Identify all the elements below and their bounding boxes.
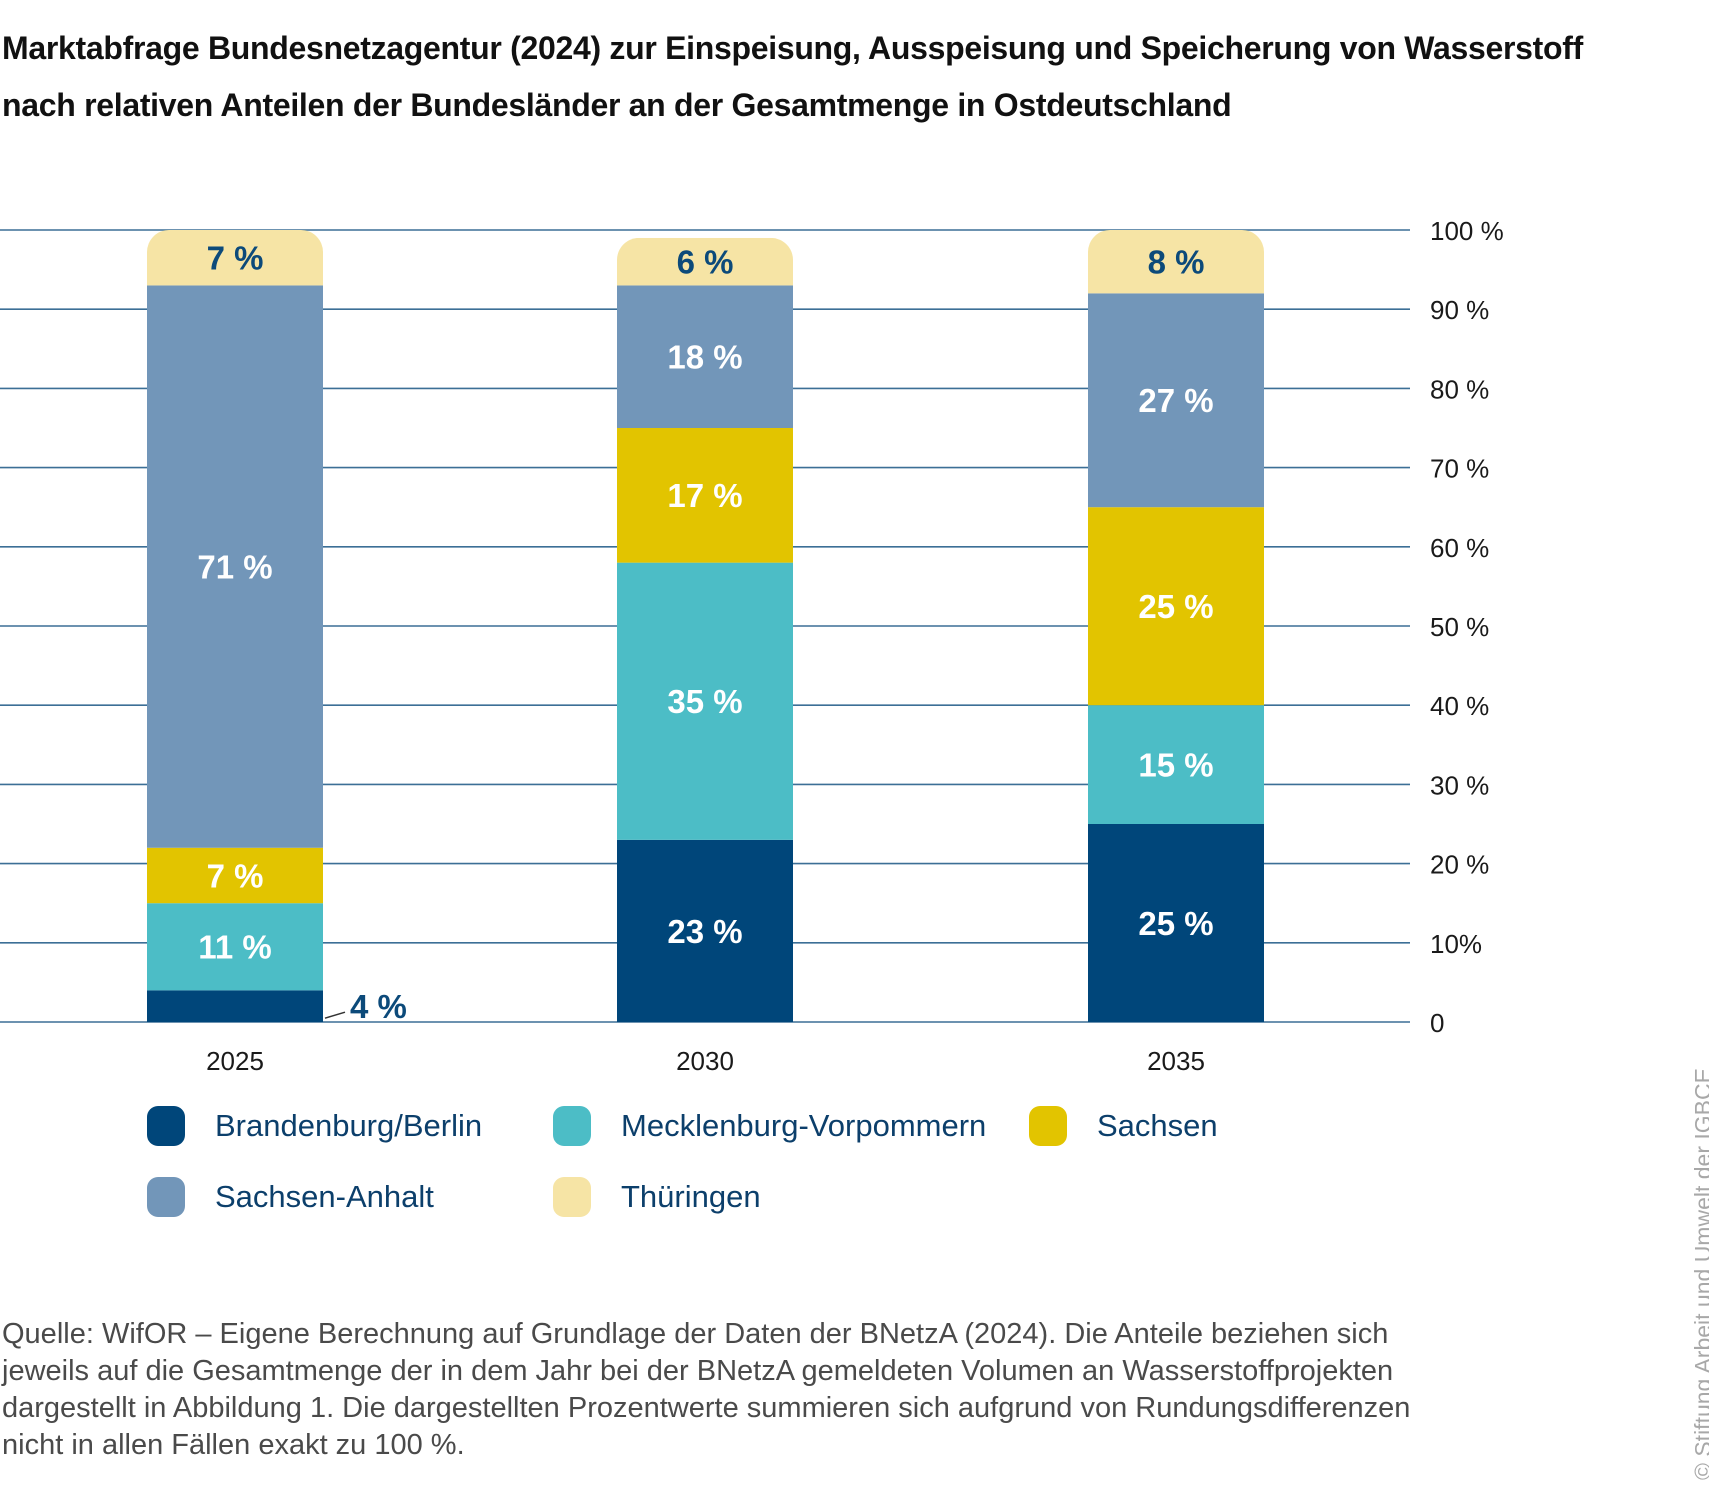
data-label: 8 % xyxy=(1148,244,1205,281)
chart-title: Marktabfrage Bundesnetzagentur (2024) zu… xyxy=(2,20,1702,134)
data-label: 17 % xyxy=(667,477,742,514)
source-line: dargestellt in Abbildung 1. Die dargeste… xyxy=(2,1392,1411,1424)
y-tick-label: 20 % xyxy=(1430,850,1489,880)
y-tick-label: 50 % xyxy=(1430,612,1489,642)
legend-item-sachsen: Sachsen xyxy=(1029,1106,1218,1146)
legend-label: Thüringen xyxy=(621,1179,761,1214)
bar-segment-brandenburg-berlin-2025 xyxy=(147,990,323,1022)
legend-label: Sachsen xyxy=(1097,1108,1218,1143)
data-label: 71 % xyxy=(197,548,272,585)
data-label: 7 % xyxy=(207,240,264,277)
legend-label: Mecklenburg-Vorpommern xyxy=(621,1108,987,1143)
bar-segment-sachsen-anhalt-2035 xyxy=(1088,293,1264,508)
bar-segment-brandenburg-berlin-2030 xyxy=(617,839,793,1022)
data-label: 18 % xyxy=(667,339,742,376)
stacked-bar-chart: 0 10% 20 % 30 % 40 % 50 % 60 % 70 % 80 % 90 % 100 … xyxy=(0,216,1504,1076)
data-label: 35 % xyxy=(667,683,742,720)
legend-swatch xyxy=(553,1177,591,1217)
bar-stack-2030 xyxy=(617,237,793,1022)
data-label: 27 % xyxy=(1138,382,1213,419)
legend-swatch xyxy=(553,1106,591,1146)
source-line: jeweils auf die Gesamtmenge der in dem J… xyxy=(2,1355,1394,1387)
legend-swatch xyxy=(147,1177,185,1217)
bar-segment-th-ringen-2030 xyxy=(617,237,793,286)
data-label: 7 % xyxy=(207,857,264,894)
legend-label: Brandenburg/Berlin xyxy=(215,1108,483,1143)
legend-swatch xyxy=(147,1106,185,1146)
bar-segment-th-ringen-2035 xyxy=(1088,230,1264,294)
legend-item-mecklenburg-vorpommern: Mecklenburg-Vorpommern xyxy=(553,1106,986,1146)
bar-segment-mecklenburg-vorpommern-2035 xyxy=(1088,705,1264,824)
x-tick-label: 2025 xyxy=(206,1046,264,1076)
data-label: 6 % xyxy=(677,244,734,281)
y-tick-label: 60 % xyxy=(1430,533,1489,563)
bar-segment-brandenburg-berlin-2035 xyxy=(1088,824,1264,1022)
leader-line xyxy=(324,1011,346,1019)
chart-title-line-1: Marktabfrage Bundesnetzagentur (2024) zu… xyxy=(2,30,1583,66)
source-line: nicht in allen Fällen exakt zu 100 %. xyxy=(2,1429,465,1461)
bar-stack-2025 xyxy=(147,230,323,1022)
bar-segment-mecklenburg-vorpommern-2025 xyxy=(147,903,323,991)
y-tick-label: 80 % xyxy=(1430,374,1489,404)
copyright-notice: © Stiftung Arbeit und Umwelt der IGBCE xyxy=(1690,1068,1709,1480)
y-tick-label: 70 % xyxy=(1430,454,1489,484)
legend-item-thueringen: Thüringen xyxy=(553,1177,761,1217)
bar-segment-mecklenburg-vorpommern-2030 xyxy=(617,562,793,840)
bar-segment-sachsen-2035 xyxy=(1088,507,1264,706)
bar-stack-2035 xyxy=(1088,230,1264,1022)
y-axis-ticks: 0 10% 20 % 30 % 40 % 50 % 60 % 70 % 80 % 90 % 100 … xyxy=(1430,216,1504,1038)
x-tick-label: 2030 xyxy=(676,1046,734,1076)
legend-swatch xyxy=(1029,1106,1067,1146)
y-tick-label: 0 xyxy=(1430,1008,1444,1038)
data-label: 23 % xyxy=(667,913,742,950)
bar-segment-sachsen-2030 xyxy=(617,428,793,563)
data-label: 25 % xyxy=(1138,905,1213,942)
bar-segment-sachsen-anhalt-2025 xyxy=(147,285,323,848)
bar-segment-sachsen-2025 xyxy=(147,847,323,904)
legend-item-sachsen-anhalt: Sachsen-Anhalt xyxy=(147,1177,434,1217)
data-label: 11 % xyxy=(198,929,271,966)
x-tick-label: 2035 xyxy=(1147,1046,1205,1076)
data-label: 25 % xyxy=(1138,588,1213,625)
legend-item-brandenburg-berlin: Brandenburg/Berlin xyxy=(147,1106,482,1146)
y-tick-label: 30 % xyxy=(1430,770,1489,800)
y-tick-label: 40 % xyxy=(1430,691,1489,721)
x-axis-ticks: 2025 2030 2035 xyxy=(206,1046,1205,1076)
bar-segment-sachsen-anhalt-2030 xyxy=(617,285,793,428)
bar-segment-th-ringen-2025 xyxy=(147,230,323,286)
source-line: Quelle: WifOR – Eigene Berechnung auf Gr… xyxy=(2,1318,1389,1350)
source-note: Quelle: WifOR – Eigene Berechnung auf Gr… xyxy=(2,1316,1642,1464)
data-label: 4 % xyxy=(350,988,407,1025)
y-tick-label: 90 % xyxy=(1430,295,1489,325)
data-label: 15 % xyxy=(1138,746,1213,783)
legend-label: Sachsen-Anhalt xyxy=(215,1179,434,1214)
chart-title-line-2: nach relativen Anteilen der Bundesländer… xyxy=(2,87,1232,123)
bars xyxy=(147,230,1264,1022)
data-labels: 4 % 11 % 7 % 71 % 7 % 23 % 35 % 17 % 18 % 6 % 25 %… xyxy=(197,240,1213,1026)
y-tick-label: 100 % xyxy=(1430,216,1504,246)
y-tick-label: 10% xyxy=(1430,929,1482,959)
